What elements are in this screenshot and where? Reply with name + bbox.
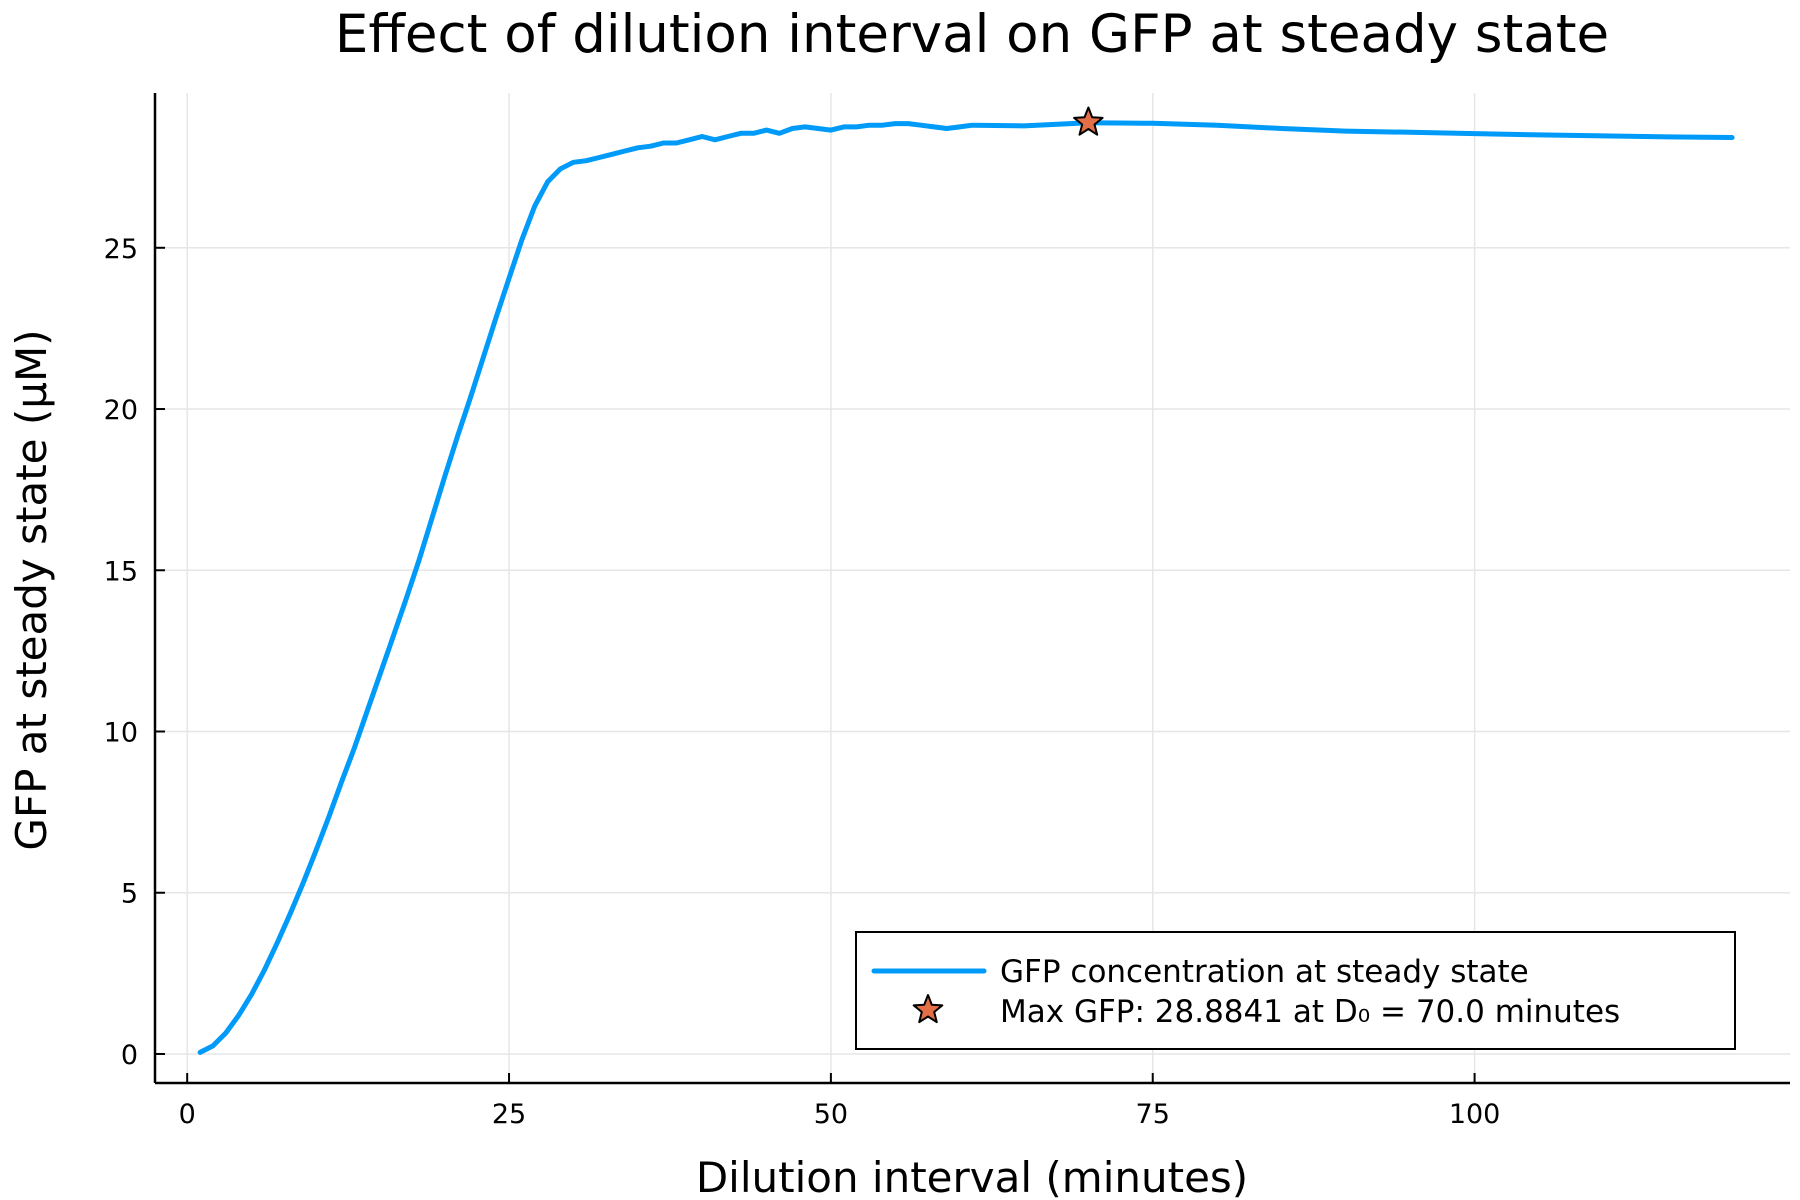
y-tick-label: 0	[121, 1040, 138, 1071]
y-axis-label: GFP at steady state (μM)	[7, 329, 56, 850]
y-tick-label: 5	[121, 879, 138, 910]
axes	[153, 93, 1790, 1085]
max-point-marker	[1073, 106, 1104, 136]
x-tick-label: 75	[1136, 1099, 1170, 1130]
plot-area	[197, 106, 1735, 1055]
y-tick-label: 15	[104, 556, 138, 587]
tick-labels: 0 25 50 75 100 0 5 10 15 20 25	[104, 234, 1501, 1130]
legend: GFP concentration at steady state Max GF…	[855, 931, 1736, 1050]
y-tick-label: 10	[104, 718, 138, 749]
series-line	[197, 120, 1735, 1055]
x-tick-label: 100	[1449, 1099, 1501, 1130]
legend-box	[855, 931, 1736, 1050]
x-tick-label: 25	[492, 1099, 526, 1130]
y-tick-label: 25	[104, 234, 138, 265]
grid	[155, 93, 1790, 1083]
legend-star-swatch	[912, 994, 944, 1024]
y-tick-label: 20	[104, 395, 138, 426]
x-tick-label: 50	[814, 1099, 848, 1130]
x-axis-label: Dilution interval (minutes)	[696, 1153, 1248, 1200]
legend-entry-line: GFP concentration at steady state	[1000, 954, 1529, 990]
legend-entry-max: Max GFP: 28.8841 at D₀ = 70.0 minutes	[1000, 994, 1620, 1030]
chart-title: Effect of dilution interval on GFP at st…	[335, 4, 1609, 65]
x-tick-label: 0	[179, 1099, 196, 1130]
